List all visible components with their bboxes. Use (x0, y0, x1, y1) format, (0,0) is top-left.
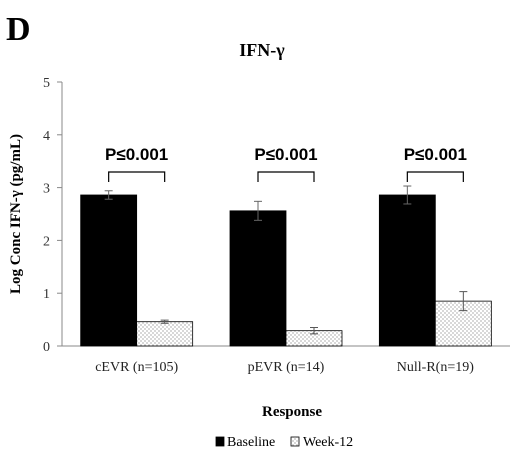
category-labels: cEVR (n=105) pEVR (n=14) Null-R(n=19) (95, 360, 474, 375)
error-bars-group (104, 185, 468, 335)
bar-week12 (136, 321, 194, 347)
y-tick-label: 3 (43, 182, 50, 197)
y-tick-label: 4 (43, 129, 50, 144)
bars-group (80, 194, 492, 347)
y-tick-label: 5 (43, 76, 50, 91)
chart-title: IFN-γ (239, 40, 285, 60)
legend-swatch-baseline (215, 436, 225, 447)
y-axis-label: Log Conc IFN-γ (pg/mL) (8, 134, 24, 294)
category-label: Null-R(n=19) (397, 360, 474, 375)
legend-label-baseline: Baseline (227, 435, 275, 450)
significance-bracket (108, 171, 166, 182)
p-value-label: P≤0.001 (254, 145, 317, 164)
y-tick-label: 0 (43, 340, 50, 355)
significance-brackets: P≤0.001 P≤0.001 P≤0.001 (105, 145, 467, 182)
legend-swatch-week12 (290, 436, 300, 447)
y-ticks: 0 1 2 3 4 5 (43, 76, 62, 355)
x-axis-label: Response (262, 404, 322, 420)
legend: Baseline Week-12 (215, 435, 353, 450)
significance-bracket (406, 171, 464, 182)
y-tick-label: 1 (43, 287, 50, 302)
p-value-label: P≤0.001 (105, 145, 168, 164)
panel-label: D (6, 11, 31, 48)
p-value-label: P≤0.001 (404, 145, 467, 164)
bar-baseline (229, 210, 287, 347)
category-label: cEVR (n=105) (95, 360, 178, 375)
bar-baseline (80, 194, 138, 347)
category-label: pEVR (n=14) (248, 360, 325, 375)
bar-baseline (378, 194, 436, 347)
legend-label-week12: Week-12 (303, 435, 353, 450)
y-tick-label: 2 (43, 234, 50, 249)
significance-bracket (257, 171, 315, 182)
